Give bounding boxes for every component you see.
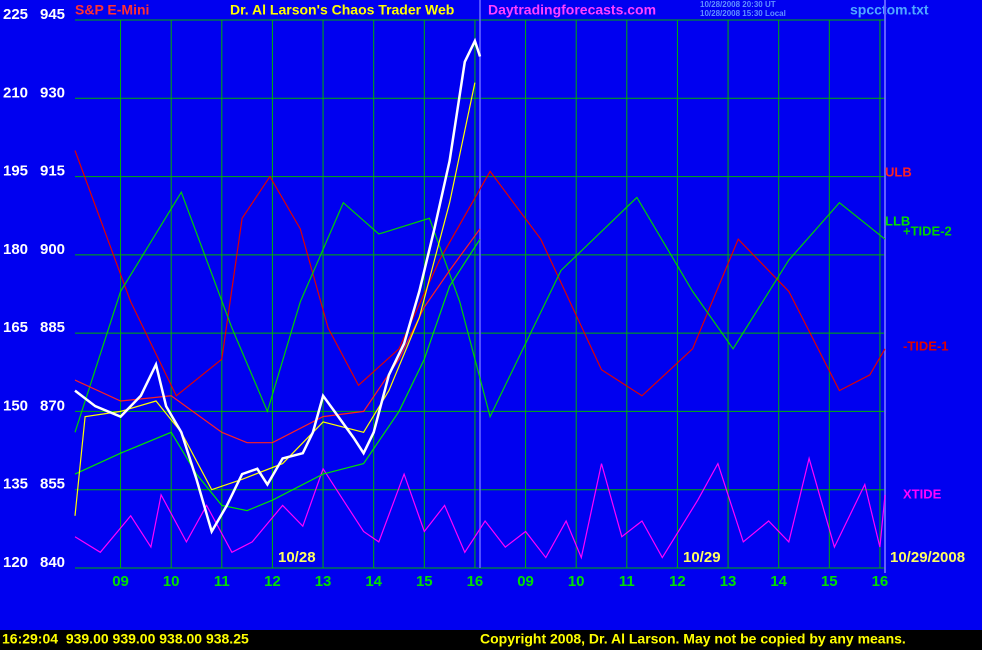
series-line	[74, 150, 886, 397]
series-label: XTIDE	[903, 486, 942, 501]
series-label: ULB	[885, 164, 912, 179]
series-line	[74, 37, 482, 535]
x-tick-label: 12	[669, 573, 686, 590]
x-tick-label: 12	[264, 573, 281, 590]
series-label: LLB	[885, 213, 910, 228]
y-tick-label: 840	[40, 554, 65, 571]
date-label: 10/28	[278, 549, 316, 566]
y-tick-label: 915	[40, 163, 65, 180]
series-line	[74, 238, 481, 512]
y-tick-label: 930	[40, 84, 65, 101]
file-name: spcctom.txt	[850, 2, 929, 18]
y-tick-label: 870	[40, 397, 65, 414]
y-tick-label: 900	[40, 241, 65, 258]
y2-tick-label: 225	[3, 6, 28, 23]
x-tick-label: 13	[315, 573, 332, 590]
y-tick-label: 855	[40, 476, 65, 493]
series-label: -TIDE-1	[903, 338, 949, 353]
instrument: S&P E-Mini	[75, 2, 149, 18]
timestamp: 10/28/2008 20:30 UT	[700, 0, 776, 9]
y-tick-label: 885	[40, 319, 65, 336]
y2-tick-label: 210	[3, 84, 28, 101]
x-tick-label: 14	[365, 573, 382, 590]
y2-tick-label: 150	[3, 397, 28, 414]
site: Daytradingforecasts.com	[488, 2, 656, 18]
series-label: +TIDE-2	[903, 223, 952, 238]
x-tick-label: 10	[568, 573, 585, 590]
x-tick-label: 15	[821, 573, 838, 590]
x-tick-label: 14	[770, 573, 787, 590]
x-tick-label: 13	[720, 573, 737, 590]
y2-tick-label: 180	[3, 241, 28, 258]
background	[0, 0, 982, 630]
y2-tick-label: 195	[3, 163, 28, 180]
x-tick-label: 11	[214, 573, 230, 590]
y-tick-label: 945	[40, 6, 65, 23]
copyright: Copyright 2008, Dr. Al Larson. May not b…	[480, 631, 906, 647]
plot: 840 855 870 885 900 915 930 945 120 135 150 165 180 1…	[3, 0, 965, 590]
x-tick-label: 10	[163, 573, 180, 590]
y2-tick-label: 120	[3, 554, 28, 571]
y2-tick-label: 135	[3, 476, 28, 493]
x-tick-label: 09	[112, 573, 129, 590]
x-tick-label: 15	[416, 573, 433, 590]
timestamp: 10/28/2008 15:30 Local	[700, 9, 786, 18]
series-line	[74, 456, 886, 560]
date-label: 10/29	[683, 549, 721, 566]
x-tick-label: 16	[467, 573, 484, 590]
status-bar	[0, 630, 982, 650]
x-tick-label: 09	[517, 573, 534, 590]
chart-title: Dr. Al Larson's Chaos Trader Web	[230, 2, 454, 18]
y2-tick-label: 165	[3, 319, 28, 336]
series-line	[74, 190, 886, 433]
x-tick-label: 16	[872, 573, 889, 590]
x-tick-label: 11	[619, 573, 635, 590]
date-label: 10/29/2008	[890, 549, 965, 566]
status-text: 16:29:04 939.00 939.00 938.00 938.25	[2, 631, 249, 647]
